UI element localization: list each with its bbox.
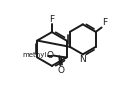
Text: O: O: [58, 66, 65, 75]
Text: methyl: methyl: [23, 52, 47, 58]
Text: N: N: [80, 55, 86, 64]
Text: F: F: [49, 15, 54, 24]
Text: F: F: [102, 18, 107, 27]
Text: O: O: [46, 51, 53, 60]
